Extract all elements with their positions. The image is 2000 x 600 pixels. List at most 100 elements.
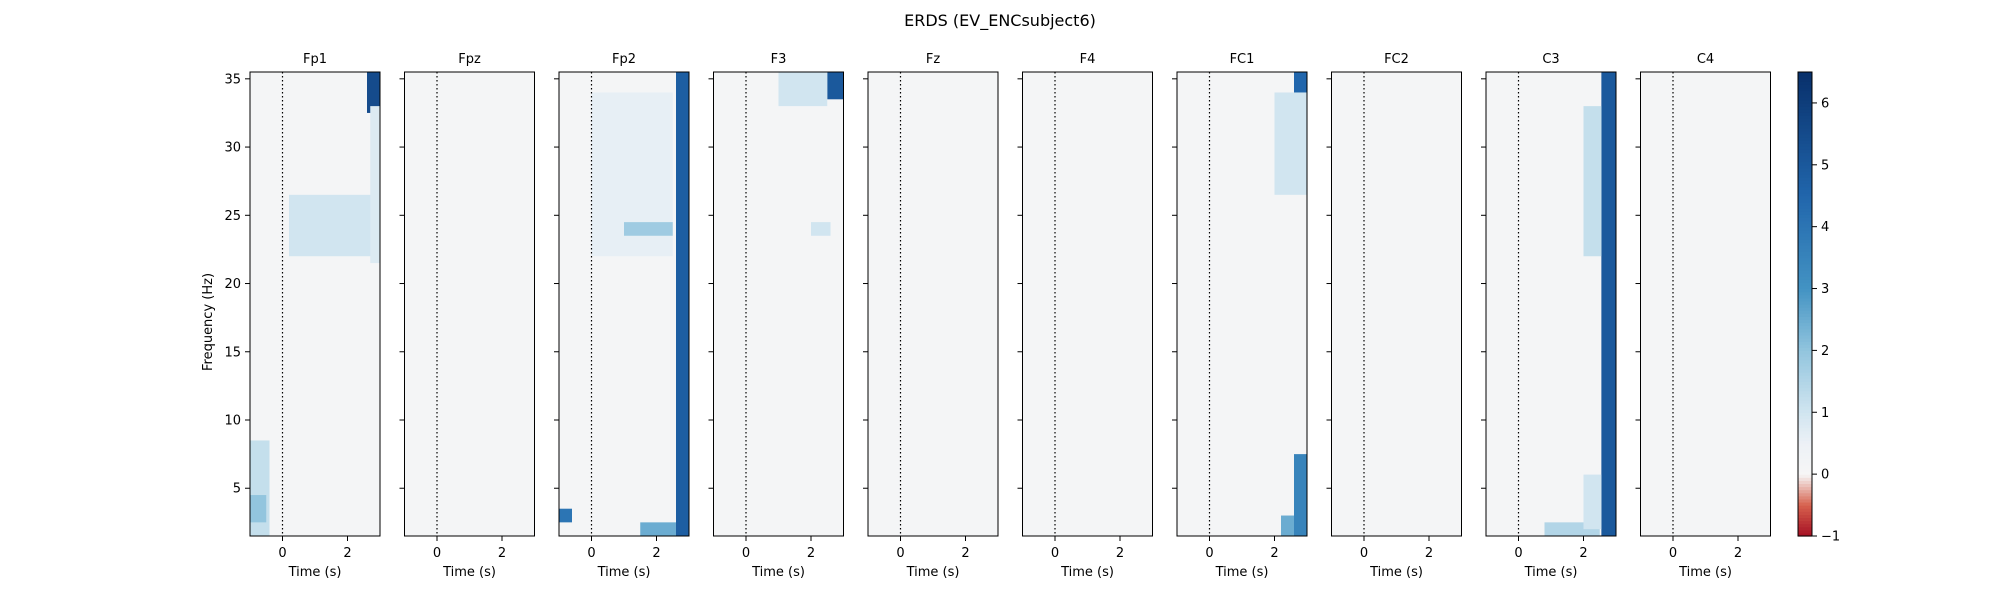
colorbar-segment xyxy=(1798,495,1812,500)
colorbar-segment xyxy=(1798,72,1812,76)
colorbar-segment xyxy=(1798,235,1812,240)
y-tick-label: 20 xyxy=(224,277,241,292)
colorbar-segment xyxy=(1798,87,1812,92)
heatmap-background xyxy=(713,72,844,536)
y-tick-label: 30 xyxy=(224,141,241,156)
colorbar-segment xyxy=(1798,93,1812,98)
colorbar-segment xyxy=(1798,75,1812,79)
colorbar-segment xyxy=(1798,362,1812,367)
x-tick-label: 2 xyxy=(1116,546,1124,561)
colorbar-segment xyxy=(1798,396,1812,401)
colorbar-tick-label: −1 xyxy=(1821,530,1840,545)
colorbar-segment xyxy=(1798,338,1812,342)
colorbar-segment xyxy=(1798,229,1812,234)
colorbar-segment xyxy=(1798,109,1812,113)
colorbar-segment xyxy=(1798,198,1812,203)
colorbar-segment xyxy=(1798,511,1812,515)
heatmap-background xyxy=(1331,72,1462,536)
channel-title: C3 xyxy=(1542,52,1559,67)
colorbar-segment xyxy=(1798,232,1812,237)
heatmap-cell xyxy=(1294,454,1307,536)
heatmap-cell xyxy=(1583,474,1602,530)
colorbar-segment xyxy=(1798,520,1812,525)
colorbar-segment xyxy=(1798,452,1812,457)
colorbar-tick-label: 1 xyxy=(1821,406,1829,421)
x-axis-label: Time (s) xyxy=(288,565,342,580)
y-tick-label: 5 xyxy=(233,482,241,497)
panel-frame xyxy=(1022,71,1153,537)
panel-frame xyxy=(404,71,535,537)
heatmap-cell xyxy=(811,222,831,236)
colorbar-segment xyxy=(1798,350,1812,355)
heatmap-cell xyxy=(367,72,380,113)
colorbar-segment xyxy=(1798,446,1812,450)
colorbar-segment xyxy=(1798,195,1812,200)
colorbar-segment xyxy=(1798,532,1812,537)
colorbar-segment xyxy=(1798,399,1812,404)
colorbar-segment xyxy=(1798,325,1812,330)
colorbar-segment xyxy=(1798,461,1812,466)
heatmap-cell xyxy=(289,194,374,257)
colorbar-segment xyxy=(1798,344,1812,348)
colorbar-tick-label: 0 xyxy=(1821,468,1829,483)
colorbar-segment xyxy=(1798,514,1812,519)
colorbar-segment xyxy=(1798,341,1812,345)
colorbar-segment xyxy=(1798,430,1812,435)
colorbar-segment xyxy=(1798,368,1812,373)
x-tick-label: 2 xyxy=(652,546,660,561)
heatmap-cell xyxy=(624,222,673,236)
colorbar-segment xyxy=(1798,239,1812,243)
heatmap-background xyxy=(868,72,998,536)
x-axis-label: Time (s) xyxy=(597,565,651,580)
colorbar-segment xyxy=(1798,455,1812,460)
colorbar-segment xyxy=(1798,186,1812,191)
colorbar-segment xyxy=(1798,477,1812,481)
colorbar-segment xyxy=(1798,393,1812,398)
channel-title: C4 xyxy=(1697,52,1714,67)
colorbar-segment xyxy=(1798,245,1812,249)
panel-frame xyxy=(1640,71,1771,537)
colorbar-segment xyxy=(1798,464,1812,469)
colorbar-segment xyxy=(1798,501,1812,506)
channel-title: Fz xyxy=(926,52,940,67)
colorbar-segment xyxy=(1798,205,1812,209)
colorbar-segment xyxy=(1798,437,1812,441)
panel-frame xyxy=(558,71,690,537)
figure-title: ERDS (EV_ENCsubject6) xyxy=(904,11,1096,31)
channel-title: FC1 xyxy=(1230,52,1255,67)
colorbar-segment xyxy=(1798,81,1812,85)
heatmap-background xyxy=(1022,72,1153,536)
x-axis-label: Time (s) xyxy=(751,565,805,580)
colorbar-segment xyxy=(1798,124,1812,129)
colorbar-segment xyxy=(1798,78,1812,82)
colorbar-segment xyxy=(1798,319,1812,324)
colorbar-segment xyxy=(1798,347,1812,351)
colorbar-segment xyxy=(1798,523,1812,528)
colorbar-segment xyxy=(1798,440,1812,444)
colorbar-segment xyxy=(1798,152,1812,157)
colorbar-segment xyxy=(1798,214,1812,218)
colorbar-segment xyxy=(1798,412,1812,416)
x-axis-label: Time (s) xyxy=(442,565,496,580)
colorbar-segment xyxy=(1798,424,1812,429)
colorbar-segment xyxy=(1798,242,1812,246)
colorbar-segment xyxy=(1798,217,1812,222)
colorbar-segment xyxy=(1798,353,1812,358)
colorbar-segment xyxy=(1798,146,1812,150)
x-tick-label: 0 xyxy=(587,546,595,561)
colorbar-segment xyxy=(1798,288,1812,293)
x-tick-label: 2 xyxy=(498,546,506,561)
x-axis-label: Time (s) xyxy=(1524,565,1578,580)
colorbar-segment xyxy=(1798,294,1812,299)
colorbar-segment xyxy=(1798,84,1812,89)
colorbar-segment xyxy=(1798,285,1812,290)
colorbar-segment xyxy=(1798,266,1812,271)
heatmap-cell xyxy=(1601,72,1616,536)
colorbar-tick-label: 3 xyxy=(1821,282,1829,297)
colorbar-segment xyxy=(1798,226,1812,231)
colorbar-segment xyxy=(1798,505,1812,509)
